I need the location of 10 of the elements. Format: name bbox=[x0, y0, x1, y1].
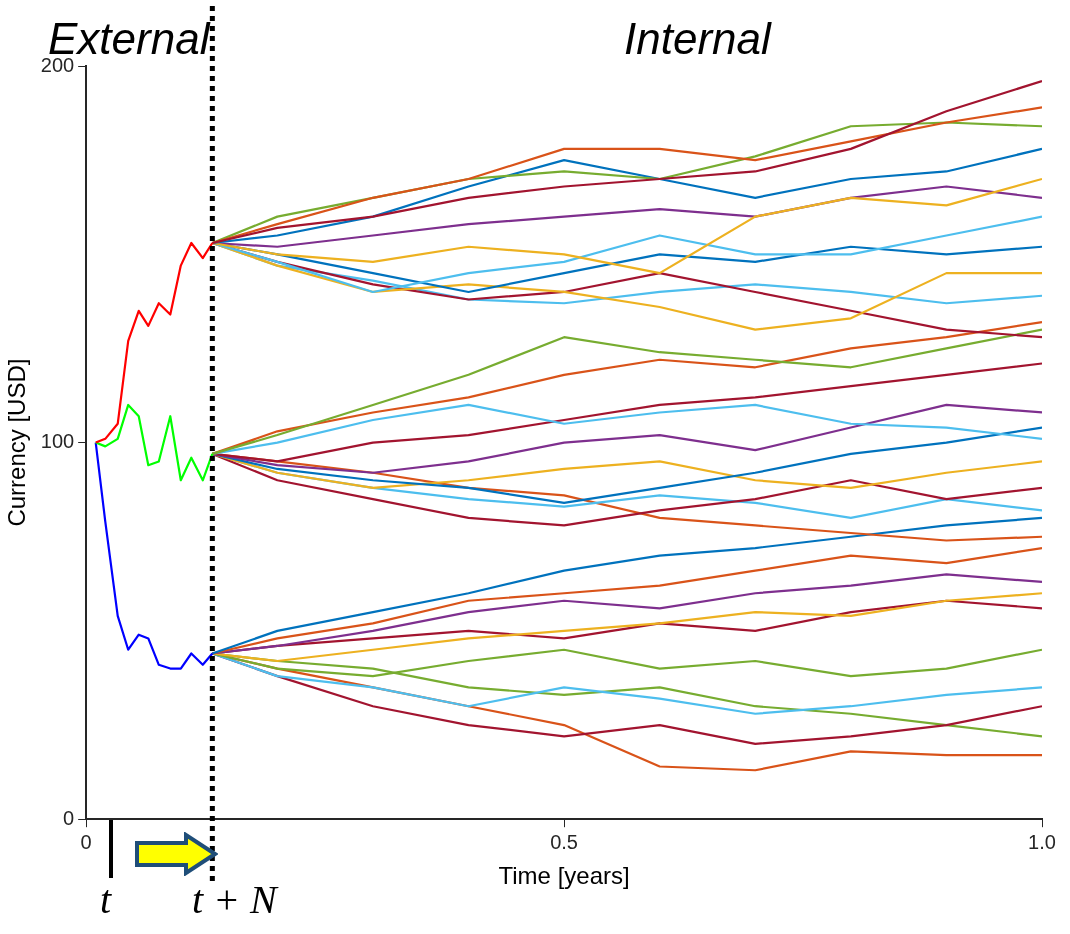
text: t + N bbox=[192, 876, 277, 923]
x-axis-title: Time [years] bbox=[498, 862, 630, 890]
text: t bbox=[100, 876, 112, 923]
text: Internal bbox=[624, 14, 771, 64]
y-axis-title: Currency [USD] bbox=[3, 358, 31, 527]
x-tick-label: 0.5 bbox=[550, 830, 578, 853]
y-tick-label: 100 bbox=[40, 430, 75, 453]
x-tick-label: 1.0 bbox=[1028, 830, 1056, 853]
x-tick-label: 0 bbox=[80, 830, 92, 853]
y-tick-label: 0 bbox=[63, 806, 75, 829]
